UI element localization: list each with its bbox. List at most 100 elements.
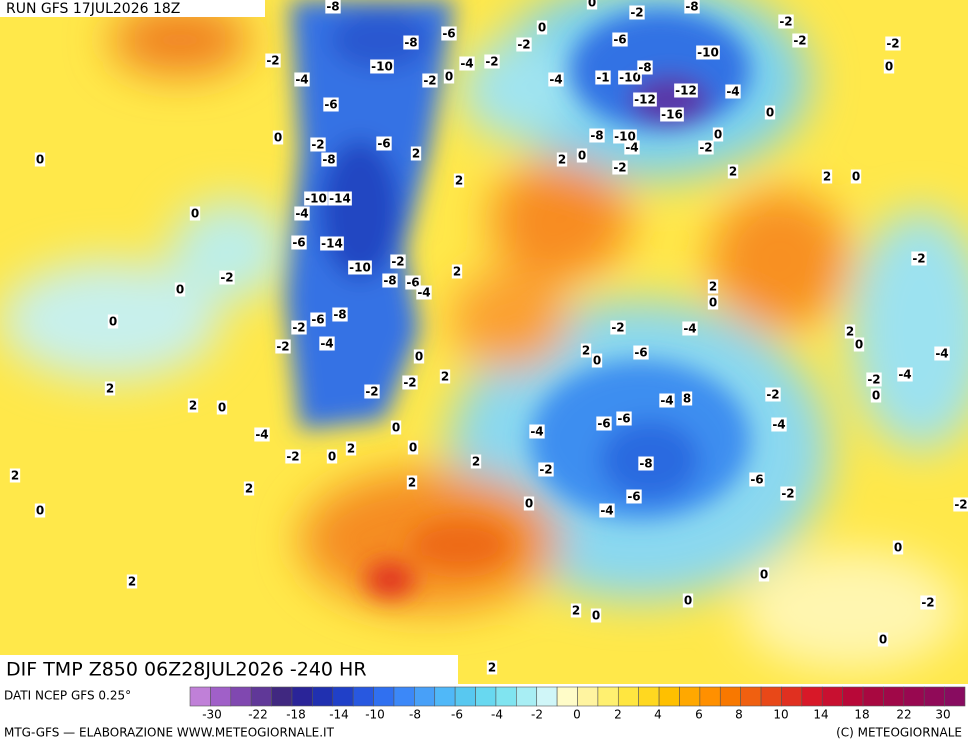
contour-label: -6 [376,136,392,151]
label-box [291,235,307,250]
contour-label: -4 [548,72,564,87]
scale-swatch [577,686,599,707]
contour-value: 2 [441,370,449,384]
label-box [529,424,545,439]
scale-swatch [944,686,966,707]
contour-label: -6 [323,97,339,112]
label-box [376,136,392,151]
label-box [538,462,554,477]
contour-value: -4 [295,207,308,221]
label-box [599,503,615,518]
scale-label: 2 [614,708,622,722]
label-box [771,417,787,432]
label-box [34,503,46,518]
contour-value: -2 [403,376,416,390]
contour-label: -4 [416,285,432,300]
contour-value: 2 [472,455,480,469]
contour-value: -8 [333,308,346,322]
contour-label: 0 [523,496,535,511]
label-box [407,440,419,455]
scale-label: -10 [365,708,385,722]
label-box [9,468,21,483]
scale-swatch [658,686,680,707]
label-box [403,35,419,50]
contour-label: 2 [556,152,568,167]
contour-label: 0 [877,632,889,647]
label-box [749,472,765,487]
label-box [712,127,724,142]
contour-label: 0 [174,282,186,297]
contour-value: -1 [596,71,609,85]
contour-value: -8 [322,153,335,167]
label-box [707,295,719,310]
label-box [660,107,684,122]
contour-label: 2 [345,441,357,456]
contour-label: -4 [659,393,675,408]
contour-label: -8 [382,273,398,288]
contour-label: -2 [516,37,532,52]
contour-label: 2 [9,468,21,483]
contour-value: -4 [600,504,613,518]
scale-swatch [821,686,843,707]
label-box [406,475,418,490]
contour-value: 2 [729,165,737,179]
label-box [126,574,138,589]
contour-value: -2 [867,373,880,387]
label-box [870,388,882,403]
scale-swatch [516,686,538,707]
contour-value: -12 [634,93,656,107]
label-box [320,236,344,251]
contour-label: 0 [892,540,904,555]
contour-label: 0 [576,148,588,163]
contour-label: -10 [613,129,637,144]
title-box [0,655,458,685]
contour-value: 0 [894,541,902,555]
contour-label: -8 [684,0,700,14]
contour-label: 2 [439,369,451,384]
label-box [556,152,568,167]
contour-value: -2 [266,54,279,68]
contour-value: 2 [823,170,831,184]
contour-value: -2 [766,388,779,402]
contour-label: 2 [410,146,422,161]
contour-value: -14 [321,237,343,251]
contour-label: -10 [696,45,720,60]
label-box [707,279,719,294]
contour-label: -16 [660,107,684,122]
contour-value: -6 [634,346,647,360]
contour-label: -4 [529,424,545,439]
contour-value: 2 [189,399,197,413]
contour-label: 0 [586,0,598,10]
contour-value: -2 [613,161,626,175]
contour-label: -6 [749,472,765,487]
scale-swatch [760,686,782,707]
contour-value: 0 [328,450,336,464]
contour-label: -10 [618,70,642,85]
contour-value: 0 [885,60,893,74]
scale-swatch [638,686,660,707]
contour-value: -2 [391,255,404,269]
label-box [174,282,186,297]
contour-label: -2 [538,462,554,477]
contour-value: -4 [683,322,696,336]
contour-value: 0 [592,609,600,623]
label-box [370,59,394,74]
scale-swatch [332,686,354,707]
contour-label: -4 [459,56,475,71]
label-box [633,345,649,360]
contour-label: 2 [707,279,719,294]
contour-value: 0 [525,497,533,511]
label-box [821,169,833,184]
contour-label: -8 [637,60,653,75]
contour-label: 0 [216,400,228,415]
contour-label: 0 [189,206,201,221]
label-box [618,70,642,85]
contour-value: 0 [218,401,226,415]
label-box [187,398,199,413]
contour-label: 0 [34,503,46,518]
contour-label: -2 [275,339,291,354]
contour-value: 0 [766,106,774,120]
scale-swatch [719,686,741,707]
scale-label: 6 [695,708,703,722]
contour-label: -4 [254,427,270,442]
